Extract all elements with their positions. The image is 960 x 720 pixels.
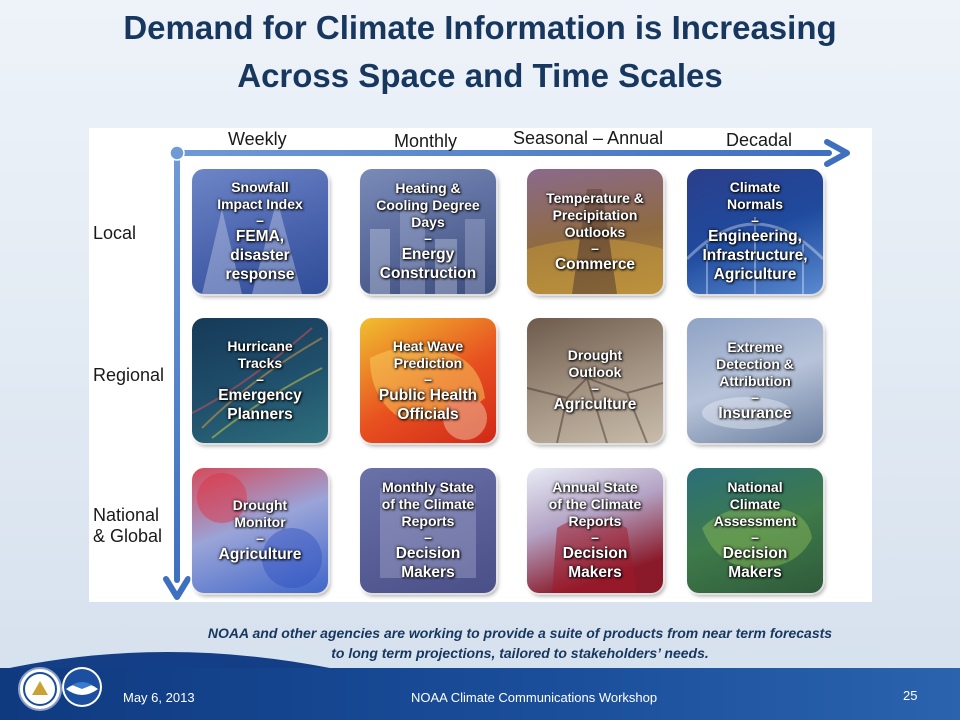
time-scale-monthly: Monthly — [394, 131, 458, 151]
tile-dash: – — [424, 529, 432, 545]
space-scale-local: Local — [93, 223, 137, 243]
space-scale-regional: Regional — [93, 365, 165, 385]
tile-title: Extreme Detection & Attribution — [716, 338, 794, 389]
time-scale-weekly: Weekly — [228, 129, 287, 149]
tile-audience: Commerce — [554, 255, 636, 273]
tile-photo-heat-map — [370, 346, 487, 440]
tile-dash: – — [751, 212, 759, 228]
page-number: 25 — [903, 688, 918, 703]
tile-title: Heating & Cooling Degree Days — [376, 180, 480, 230]
tile-extreme-detection-attribution: Extreme Detection & Attribution – Insura… — [687, 318, 823, 443]
noaa-logo-icon — [62, 667, 102, 707]
tile-audience: Agriculture — [218, 546, 302, 563]
tile-dash: – — [424, 230, 432, 246]
tile-temperature-precipitation-outlooks: Temperature & Precipitation Outlooks – C… — [527, 169, 663, 294]
tile-photo-us-map — [702, 507, 812, 568]
tile-audience: Engineering, Infrastructure, Agriculture — [702, 228, 808, 283]
tile-photo-report-cover — [552, 518, 637, 593]
tile-title: Climate Normals — [726, 179, 784, 212]
tile-audience: Decision Makers — [722, 545, 788, 581]
tile-photo-bridge — [687, 217, 823, 294]
tile-photo-report — [380, 488, 476, 578]
tile-dash: – — [591, 239, 599, 256]
tile-title: Heat Wave Prediction — [392, 337, 464, 371]
tile-drought-monitor: Drought Monitor – Agriculture — [192, 468, 328, 593]
tile-photo-cracked-earth — [527, 376, 663, 443]
tile-dash: – — [751, 388, 759, 405]
tile-audience: Decision Makers — [562, 545, 628, 581]
tile-audience: Agriculture — [553, 396, 637, 413]
tile-climate-normals: Climate Normals – Engineering, Infrastru… — [687, 169, 823, 294]
footer-date: May 6, 2013 — [123, 690, 195, 705]
tile-title: Drought Outlook — [567, 347, 623, 380]
scale-matrix-figure: Weekly Monthly Seasonal – Annual Decadal… — [89, 128, 872, 602]
time-axis-arrow — [177, 139, 850, 167]
tile-title: Annual State of the Climate Reports — [548, 479, 642, 529]
tile-photo-tracks — [192, 327, 323, 439]
tile-audience: Insurance — [718, 404, 792, 422]
tile-photo-trees — [202, 199, 302, 294]
slide-caption: NOAA and other agencies are working to p… — [140, 623, 900, 663]
axes — [163, 139, 850, 600]
caption-line-1: NOAA and other agencies are working to p… — [207, 625, 833, 641]
tile-photo-field — [527, 189, 663, 294]
tile-audience: Decision Makers — [395, 545, 461, 581]
space-axis-arrow — [163, 153, 191, 600]
tile-dash: – — [751, 529, 759, 545]
tile-photo-city — [370, 209, 485, 294]
caption-line-2: to long term projections, tailored to st… — [331, 645, 709, 661]
tile-title: Monthly State of the Climate Reports — [381, 479, 475, 529]
tile-audience: Public Health Officials — [378, 386, 478, 423]
tile-photo-snow-car — [702, 397, 792, 429]
space-scale-national-line2: & Global — [93, 526, 163, 546]
axis-origin-dot — [169, 145, 185, 161]
tile-dash: – — [256, 212, 264, 228]
tile-audience: Energy Construction — [379, 246, 477, 282]
tile-dash: – — [256, 370, 264, 387]
title-line-1: Demand for Climate Information is Increa… — [123, 9, 837, 46]
tile-heat-wave-prediction: Heat Wave Prediction – Public Health Off… — [360, 318, 496, 443]
tile-dash: – — [256, 530, 264, 546]
tile-national-climate-assessment: National Climate Assessment – Decision M… — [687, 468, 823, 593]
tile-audience: FEMA, disaster response — [225, 228, 295, 283]
tile-dash: – — [591, 380, 599, 396]
tile-dash: – — [424, 370, 432, 387]
department-of-commerce-seal-icon — [18, 667, 62, 711]
time-scale-seasonal-annual: Seasonal – Annual — [513, 128, 664, 148]
tile-drought-outlook: Drought Outlook – Agriculture — [527, 318, 663, 443]
space-scale-national-global: National & Global — [93, 505, 162, 547]
slide-title: Demand for Climate Information is Increa… — [0, 4, 960, 100]
tile-title: Hurricane Tracks — [227, 337, 293, 371]
tile-title: Snowfall Impact Index — [217, 179, 303, 212]
title-line-2: Across Space and Time Scales — [237, 57, 723, 94]
tile-title: Drought Monitor — [232, 497, 288, 530]
tile-dash: – — [591, 529, 599, 545]
time-scale-decadal: Decadal — [726, 130, 793, 150]
tile-title: Temperature & Precipitation Outlooks — [546, 189, 644, 240]
tile-audience: Emergency Planners — [218, 386, 302, 423]
tile-title: National Climate Assessment — [713, 479, 797, 529]
tile-monthly-state-of-climate: Monthly State of the Climate Reports – D… — [360, 468, 496, 593]
tile-hurricane-tracks: Hurricane Tracks – Emergency Planners — [192, 318, 328, 443]
tile-heating-cooling-degree-days: Heating & Cooling Degree Days – Energy C… — [360, 169, 496, 294]
footer-bar — [0, 668, 960, 720]
tile-photo-anomaly-map — [197, 473, 322, 588]
tile-snowfall-impact-index: Snowfall Impact Index – FEMA, disaster r… — [192, 169, 328, 294]
footer-event: NOAA Climate Communications Workshop — [411, 690, 658, 705]
tile-annual-state-of-climate: Annual State of the Climate Reports – De… — [527, 468, 663, 593]
space-scale-national-line1: National — [93, 505, 160, 525]
